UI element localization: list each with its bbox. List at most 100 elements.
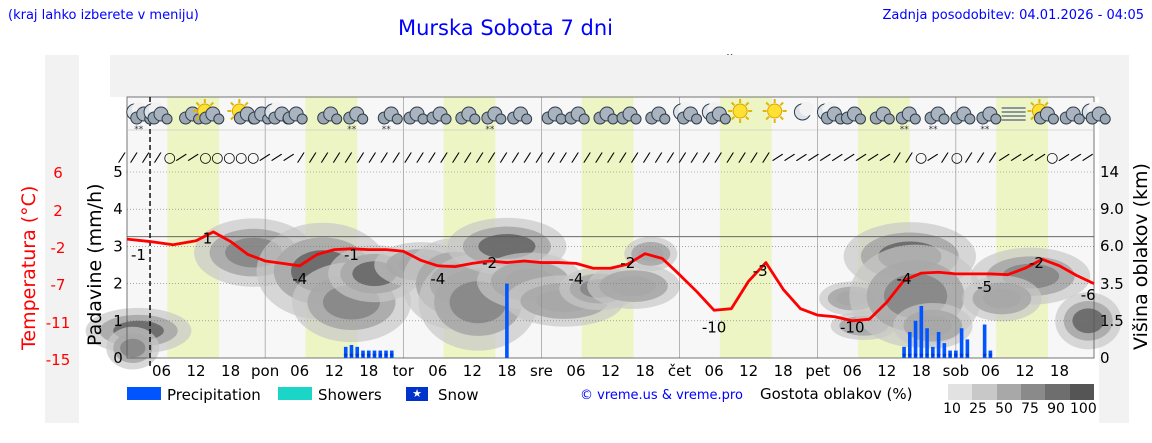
cloud-height-tick-label: 14	[1100, 163, 1119, 181]
wind-barb: /	[117, 150, 126, 167]
precipitation-bar	[908, 331, 912, 358]
wind-barb: /	[976, 150, 985, 167]
wind-barb: ○	[235, 150, 247, 166]
cloud-blob	[913, 315, 952, 336]
precipitation-bar	[942, 343, 947, 358]
precipitation-bar	[349, 344, 354, 358]
temperature-tick-label: 6	[53, 164, 63, 182]
snow-marker: ★	[942, 352, 947, 359]
wind-barb: ○	[915, 150, 927, 166]
wind-barb: /	[356, 150, 365, 167]
svg-text:**: **	[929, 125, 939, 135]
cloud-icon	[317, 106, 343, 125]
wind-barb: /	[296, 150, 305, 167]
wind-barb: /	[702, 150, 711, 167]
snow-marker: ★	[953, 352, 958, 359]
wind-barb: /	[893, 150, 902, 167]
wind-barb: /	[392, 150, 401, 167]
wind-barb: /	[583, 150, 592, 167]
cloud-icon	[507, 106, 533, 125]
x-tick-label: 18	[497, 362, 516, 380]
x-tick-label: 18	[912, 362, 931, 380]
precipitation-bar	[913, 320, 918, 358]
cloud-density-label: 50	[995, 401, 1013, 417]
precipitation-bar	[505, 283, 509, 358]
copyright-link[interactable]: © vreme.us & vreme.pro	[580, 388, 743, 403]
cloud-height-axis-label: Višina oblakov (km)	[1130, 163, 1152, 350]
x-tick-label: 18	[221, 362, 240, 380]
temperature-label: -2	[620, 254, 635, 272]
precipitation-bar	[936, 331, 941, 358]
wind-barb: /	[416, 150, 425, 167]
wind-barb: /	[988, 150, 997, 167]
wind-barb: /	[523, 150, 532, 167]
precipitation-bar	[931, 346, 935, 358]
wind-barb: /	[750, 150, 759, 167]
wind-barb: /	[320, 150, 329, 167]
wind-barb: /	[535, 150, 544, 167]
cloud-density-swatch	[948, 384, 973, 400]
wind-barb: ○	[247, 150, 259, 166]
wind-barb: /	[964, 150, 973, 167]
cloud-icon	[950, 106, 976, 125]
x-tick-label: 06	[428, 362, 447, 380]
temperature-label: -5	[977, 278, 992, 296]
moon-cloud-icon	[701, 102, 731, 125]
wind-barb: ○	[211, 150, 223, 166]
wind-barb: /	[129, 150, 138, 167]
wind-barb: /	[666, 150, 675, 167]
x-tick-label: 12	[601, 362, 620, 380]
snow-marker: ★	[366, 352, 371, 359]
wind-barb: /	[427, 150, 436, 167]
cloud-density-layer	[85, 217, 1122, 370]
cloud-snow-icon: **	[895, 106, 921, 135]
temperature-label: 1	[203, 230, 213, 248]
precipitation-bar	[925, 328, 929, 358]
cloud-snow-icon: **	[377, 106, 403, 135]
wind-barb: /	[368, 150, 377, 167]
precipitation-bar	[389, 350, 394, 358]
wind-barb: /	[642, 150, 651, 167]
wind-barb: /	[690, 150, 699, 167]
precipitation-bar	[378, 350, 383, 358]
wind-barb: ○	[223, 150, 235, 166]
left-side-panel	[45, 55, 79, 423]
precipitation-bar	[954, 350, 958, 358]
sun-icon	[762, 99, 787, 123]
wind-barb: /	[606, 150, 615, 167]
wind-barb: /	[404, 150, 413, 167]
snow-marker: ★	[947, 352, 952, 359]
wind-barb: /	[487, 150, 496, 167]
snow-legend-label: Snow	[438, 386, 479, 404]
svg-text:**: **	[900, 125, 910, 135]
moon-cloud-icon	[816, 102, 846, 125]
precipitation-tick-label: 4	[113, 200, 123, 218]
snow-marker: ★	[930, 352, 935, 359]
precipitation-axis-label: Padavine (mm/h)	[84, 183, 106, 346]
precipitation-tick-label: 0	[113, 349, 123, 367]
temperature-tick-label: -2	[51, 239, 66, 257]
temperature-label: -10	[702, 319, 727, 337]
temperature-label: -6	[1081, 286, 1096, 304]
cloud-density-swatch	[996, 384, 1021, 400]
precipitation-bar	[948, 350, 952, 358]
x-tick-label: sre	[530, 362, 553, 380]
precipitation-bar	[988, 350, 993, 358]
moon-cloud-icon	[1081, 102, 1111, 125]
cloud-icon	[869, 106, 895, 125]
x-tick-label: 18	[359, 362, 378, 380]
wind-barb: /	[618, 150, 627, 167]
cloud-icon	[840, 106, 866, 125]
cloud-icon	[403, 106, 429, 125]
snow-marker: ★	[349, 352, 354, 359]
cloud-density-label: 75	[1021, 401, 1039, 417]
showers-legend-swatch	[278, 387, 312, 400]
x-tick-label: 06	[981, 362, 1000, 380]
daylight-band	[719, 97, 772, 358]
wind-barb: /	[463, 150, 472, 167]
precipitation-bar	[982, 324, 987, 358]
x-tick-label: 12	[325, 362, 344, 380]
cloud-snow-icon: **	[976, 106, 1002, 135]
precipitation-tick-label: 5	[113, 163, 123, 181]
